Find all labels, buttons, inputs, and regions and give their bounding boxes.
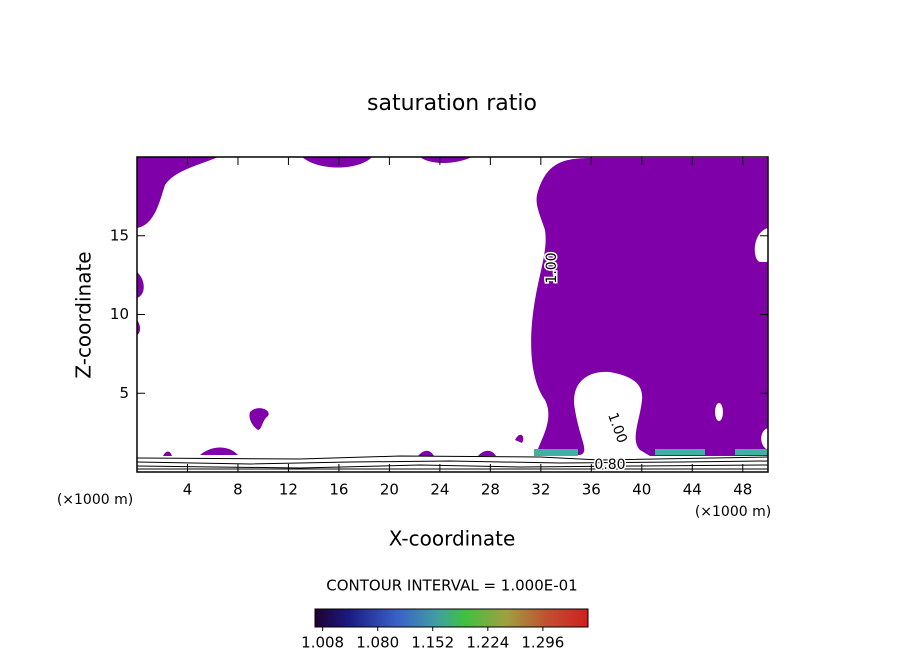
region	[137, 272, 144, 298]
region	[420, 157, 472, 163]
x-unit: (×1000 m)	[57, 492, 133, 508]
region	[163, 451, 172, 456]
x-tick-label: 48	[733, 481, 752, 499]
x-tick-label: 44	[683, 481, 702, 499]
x-tick-label: 32	[531, 481, 550, 499]
region	[302, 157, 372, 168]
bottom-band	[655, 449, 705, 455]
x-tick-label: 28	[481, 481, 500, 499]
colorbar-tick-label: 1.296	[521, 634, 564, 652]
contour-label: 1.00	[604, 411, 630, 446]
bottom-band	[735, 449, 768, 455]
colorbar-tick-label: 1.152	[411, 634, 454, 652]
region	[200, 447, 238, 455]
y-unit: (×1000 m)	[695, 504, 771, 520]
colorbar	[314, 608, 589, 628]
chart-title: saturation ratio	[367, 91, 537, 116]
region	[531, 158, 768, 456]
region	[137, 157, 218, 228]
contour-label: 0.80	[594, 457, 625, 473]
region	[249, 408, 269, 430]
x-axis-label: X-coordinate	[389, 527, 516, 551]
region	[418, 450, 434, 456]
x-tick-label: 8	[233, 481, 243, 499]
bottom-band	[534, 449, 578, 456]
contour-label: 1.00	[544, 252, 560, 283]
colorbar-tick-label: 1.224	[466, 634, 509, 652]
contour-line	[136, 455, 769, 461]
contour-interval: CONTOUR INTERVAL = 1.000E-01	[326, 577, 577, 595]
contour-line	[136, 464, 769, 469]
x-tick-label: 12	[279, 481, 298, 499]
y-tick-label: 5	[119, 384, 129, 402]
x-tick-label: 4	[183, 481, 193, 499]
x-tick-label: 36	[582, 481, 601, 499]
colorbar-tick-label: 1.008	[301, 634, 344, 652]
x-tick-label: 16	[329, 481, 348, 499]
y-tick-label: 10	[110, 305, 129, 323]
region	[478, 450, 496, 456]
contour-lines	[136, 455, 769, 470]
x-tick-label: 40	[632, 481, 651, 499]
y-axis-label: Z-coordinate	[72, 251, 96, 378]
x-tick-label: 20	[380, 481, 399, 499]
region	[515, 434, 524, 443]
contour-line	[136, 460, 769, 465]
contour-regions	[137, 157, 768, 456]
x-tick-label: 24	[430, 481, 449, 499]
colorbar-tick-label: 1.080	[356, 634, 399, 652]
y-tick-label: 15	[110, 226, 129, 244]
hole	[715, 403, 723, 421]
